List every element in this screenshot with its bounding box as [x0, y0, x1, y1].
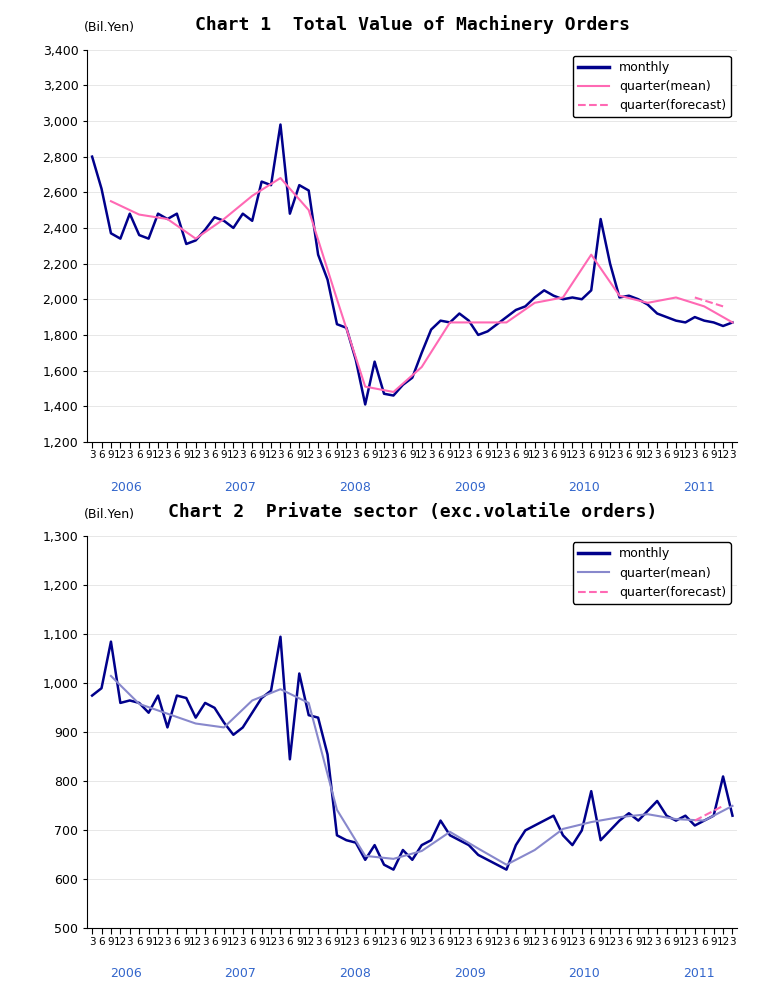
Text: (Bil.Yen): (Bil.Yen) [84, 21, 135, 34]
Text: 2010: 2010 [568, 481, 600, 494]
Title: Chart 2  Private sector (exc.volatile orders): Chart 2 Private sector (exc.volatile ord… [168, 502, 657, 520]
Text: 2008: 2008 [339, 967, 371, 980]
Text: 2007: 2007 [224, 967, 256, 980]
Text: (Bil.Yen): (Bil.Yen) [84, 507, 135, 520]
Text: 2006: 2006 [109, 481, 141, 494]
Legend: monthly, quarter(mean), quarter(forecast): monthly, quarter(mean), quarter(forecast… [572, 56, 731, 117]
Text: 2008: 2008 [339, 481, 371, 494]
Title: Chart 1  Total Value of Machinery Orders: Chart 1 Total Value of Machinery Orders [195, 15, 630, 34]
Text: 2011: 2011 [683, 481, 715, 494]
Legend: monthly, quarter(mean), quarter(forecast): monthly, quarter(mean), quarter(forecast… [572, 542, 731, 604]
Text: 2010: 2010 [568, 967, 600, 980]
Text: 2009: 2009 [454, 967, 486, 980]
Text: 2006: 2006 [109, 967, 141, 980]
Text: 2007: 2007 [224, 481, 256, 494]
Text: 2011: 2011 [683, 967, 715, 980]
Text: 2009: 2009 [454, 481, 486, 494]
